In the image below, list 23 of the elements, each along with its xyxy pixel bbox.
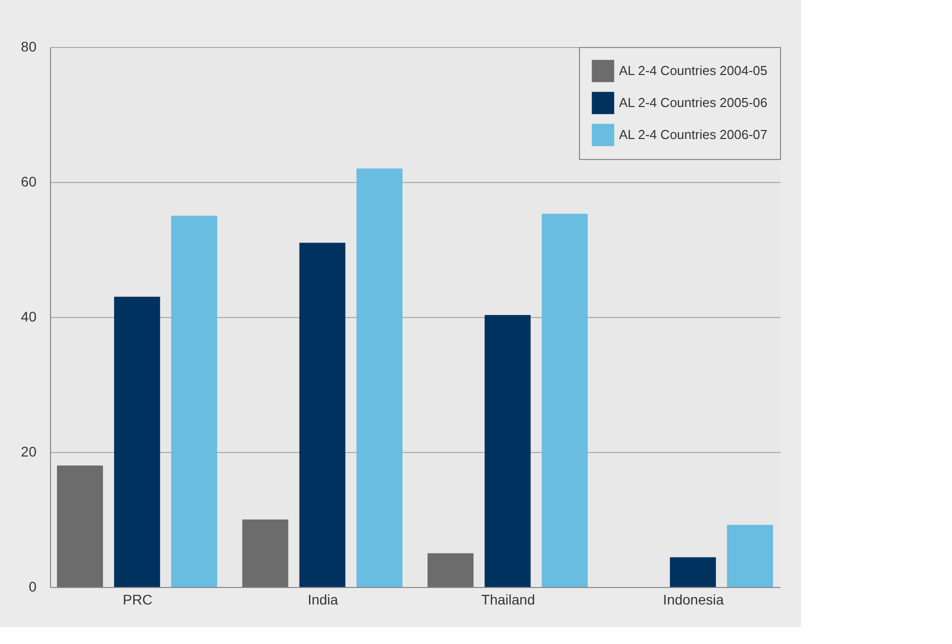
y-tick-label: 60 bbox=[20, 174, 37, 190]
bar bbox=[428, 553, 474, 587]
bar bbox=[484, 314, 531, 587]
bar bbox=[727, 524, 774, 587]
bar bbox=[299, 242, 346, 587]
x-tick-label: PRC bbox=[122, 592, 152, 608]
y-tick-label: 20 bbox=[20, 444, 37, 460]
bar bbox=[356, 168, 402, 587]
y-tick-label: 40 bbox=[20, 308, 37, 324]
y-tick-label: 80 bbox=[20, 38, 37, 54]
x-tick-label: Thailand bbox=[481, 592, 535, 608]
legend-label: AL 2-4 Countries 2005-06 bbox=[619, 95, 768, 110]
legend-label: AL 2-4 Countries 2004-05 bbox=[619, 63, 768, 78]
bar bbox=[56, 466, 103, 587]
bar bbox=[242, 520, 288, 587]
bar bbox=[542, 214, 588, 587]
y-tick-label: 0 bbox=[28, 578, 37, 594]
x-tick-label: Indonesia bbox=[663, 592, 724, 608]
x-tick-label: India bbox=[308, 592, 338, 608]
legend-label: AL 2-4 Countries 2006-07 bbox=[619, 127, 768, 142]
bar bbox=[670, 557, 716, 587]
bar bbox=[171, 216, 218, 587]
bar bbox=[114, 296, 160, 587]
